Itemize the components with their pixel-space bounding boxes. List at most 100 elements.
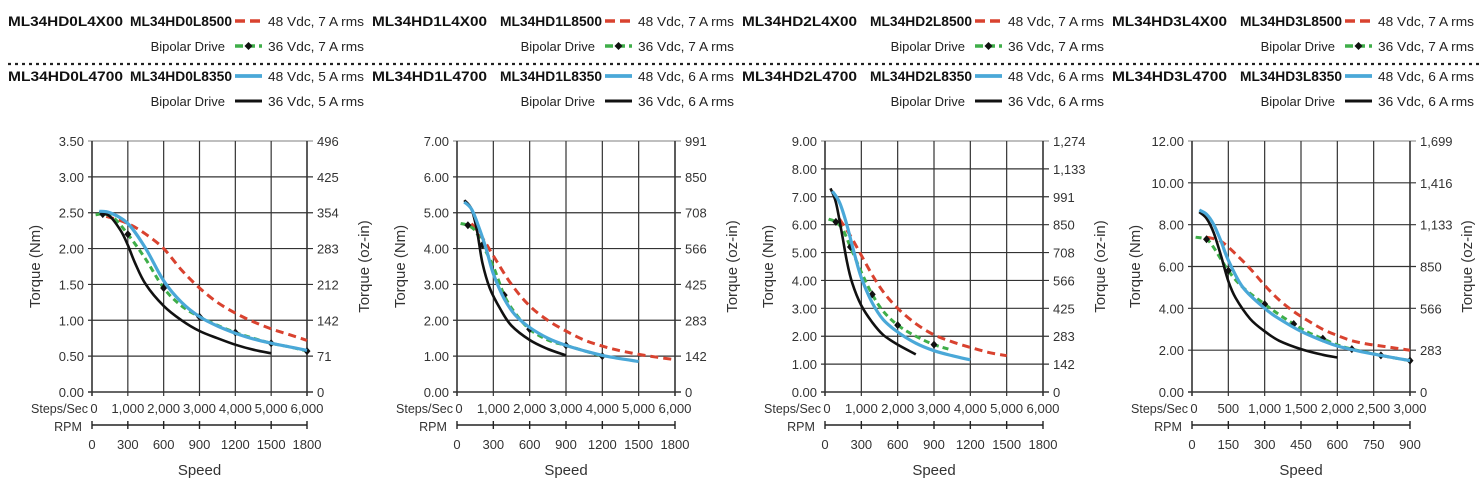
y-tick-label: 7.00 xyxy=(792,190,817,205)
rpm-tick-label: 900 xyxy=(189,437,211,452)
series-group xyxy=(828,187,1007,362)
y2-tick-label: 708 xyxy=(1053,246,1075,261)
y-tick-label: 8.00 xyxy=(792,162,817,177)
torque-speed-chart: ML34HD0L4X00 ML34HD0L8500 Bipolar Drive ML3… xyxy=(8,14,373,479)
legend-drive-label: Bipolar Drive xyxy=(151,39,225,54)
series-line-black xyxy=(829,187,917,356)
y-axis-title: Torque (Nm) xyxy=(27,225,44,308)
x-axis-title: Speed xyxy=(1279,462,1322,479)
y2-tick-label: 1,416 xyxy=(1420,176,1453,191)
legend-model-a: ML34HD3L4700 xyxy=(1112,69,1227,84)
legend: ML34HD0L4X00 ML34HD0L8500 Bipolar Drive ML3… xyxy=(8,14,370,109)
y-tick-label: 4.00 xyxy=(1159,301,1184,316)
y2-tick-label: 1,133 xyxy=(1420,218,1453,233)
y2-tick-label: 354 xyxy=(317,206,339,221)
rpm-tick-label: 300 xyxy=(117,437,139,452)
y-tick-label: 0.50 xyxy=(59,349,84,364)
legend-model-b: ML34HD2L8500 xyxy=(870,14,972,29)
y-axis-title: Torque (Nm) xyxy=(392,225,409,308)
y2-tick-label: 850 xyxy=(1053,218,1075,233)
x-tick-label: 6,000 xyxy=(659,401,692,416)
torque-speed-chart: ML34HD1L4X00 ML34HD1L8500 Bipolar Drive ML3… xyxy=(372,14,741,479)
legend-series-label: 48 Vdc, 5 A rms xyxy=(268,69,365,84)
rpm-tick-label: 600 xyxy=(153,437,175,452)
x-tick-label: 6,000 xyxy=(1027,401,1060,416)
legend-series-label: 36 Vdc, 6 A rms xyxy=(1378,94,1475,109)
y-tick-label: 4.00 xyxy=(424,242,449,257)
x-tick-label: 0 xyxy=(455,401,462,416)
x-tick-label: 5,000 xyxy=(990,401,1023,416)
y-tick-label: 1.00 xyxy=(424,349,449,364)
x-axis-steps-label: Steps/Sec xyxy=(31,402,88,416)
series-group xyxy=(460,199,676,364)
legend: ML34HD1L4X00 ML34HD1L8500 Bipolar Drive ML3… xyxy=(372,14,740,109)
rpm-tick-label: 1800 xyxy=(661,437,690,452)
series-marker-diamond xyxy=(832,217,840,226)
x-axis-steps-label: Steps/Sec xyxy=(764,402,821,416)
series-line-black xyxy=(463,199,567,357)
chart-panel-1: ML34HD0L4X00 ML34HD0L8500 Bipolar Drive ML3… xyxy=(0,0,374,498)
rpm-tick-label: 0 xyxy=(453,437,460,452)
legend-drive-label: Bipolar Drive xyxy=(151,94,225,109)
series-group xyxy=(95,209,311,356)
legend-series-label: 36 Vdc, 7 A rms xyxy=(268,39,365,54)
y-tick-label: 0.00 xyxy=(59,385,84,400)
y-tick-label: 9.00 xyxy=(792,134,817,149)
rpm-tick-label: 0 xyxy=(1188,437,1195,452)
y2-tick-label: 283 xyxy=(317,242,339,257)
y-tick-label: 1.50 xyxy=(59,277,84,292)
legend-diamond-marker xyxy=(984,42,993,50)
rpm-tick-label: 0 xyxy=(821,437,828,452)
y2-tick-label: 142 xyxy=(1053,357,1075,372)
legend-series-label: 48 Vdc, 6 A rms xyxy=(1008,69,1105,84)
y-tick-label: 10.00 xyxy=(1151,176,1184,191)
series-marker-diamond xyxy=(1261,300,1269,309)
series-line-red-dashed xyxy=(105,214,308,342)
x-axis-title: Speed xyxy=(912,462,955,479)
torque-speed-chart: ML34HD2L4X00 ML34HD2L8500 Bipolar Drive ML3… xyxy=(742,14,1110,479)
x-tick-label: 1,000 xyxy=(111,401,144,416)
y2-tick-label: 142 xyxy=(317,313,339,328)
x-tick-label: 0 xyxy=(823,401,830,416)
y-tick-label: 3.00 xyxy=(59,170,84,185)
legend-drive-label: Bipolar Drive xyxy=(1261,94,1335,109)
y2-tick-label: 0 xyxy=(317,385,324,400)
legend-series-label: 36 Vdc, 6 A rms xyxy=(1008,94,1105,109)
rpm-tick-label: 1800 xyxy=(1029,437,1058,452)
legend-model-b: ML34HD3L8500 xyxy=(1240,14,1342,29)
x-tick-label: 1,500 xyxy=(1285,401,1318,416)
y2-tick-label: 708 xyxy=(685,206,707,221)
y-axis-title: Torque (Nm) xyxy=(1127,225,1144,308)
y2-tick-label: 0 xyxy=(685,385,692,400)
series-marker-diamond xyxy=(1203,235,1211,244)
y-tick-label: 2.00 xyxy=(59,242,84,257)
y2-tick-label: 283 xyxy=(685,313,707,328)
x-tick-label: 2,000 xyxy=(147,401,180,416)
legend-drive-label: Bipolar Drive xyxy=(891,94,965,109)
rpm-tick-label: 1200 xyxy=(588,437,617,452)
x-axis-rpm-label: RPM xyxy=(1154,420,1182,434)
y2-tick-label: 1,133 xyxy=(1053,162,1086,177)
rpm-tick-label: 600 xyxy=(887,437,909,452)
legend-model-b: ML34HD0L8350 xyxy=(130,69,232,84)
torque-speed-chart: ML34HD3L4X00 ML34HD3L8500 Bipolar Drive ML3… xyxy=(1112,14,1480,479)
legend-series-label: 48 Vdc, 7 A rms xyxy=(1008,14,1105,29)
y-tick-label: 4.00 xyxy=(792,273,817,288)
y-tick-label: 0.00 xyxy=(1159,385,1184,400)
grid xyxy=(821,140,1049,396)
series-line-blue xyxy=(99,209,308,352)
y2-tick-label: 566 xyxy=(685,242,707,257)
series-marker-diamond xyxy=(1406,356,1414,365)
y2-tick-label: 0 xyxy=(1053,385,1060,400)
x-tick-label: 5,000 xyxy=(255,401,288,416)
x-tick-label: 3,000 xyxy=(918,401,951,416)
x-tick-label: 4,000 xyxy=(954,401,987,416)
rpm-tick-label: 600 xyxy=(519,437,541,452)
legend-series-label: 48 Vdc, 7 A rms xyxy=(1378,14,1475,29)
rpm-tick-label: 1500 xyxy=(992,437,1021,452)
y2-tick-label: 566 xyxy=(1420,301,1442,316)
rpm-tick-label: 450 xyxy=(1290,437,1312,452)
x-tick-label: 4,000 xyxy=(219,401,252,416)
y-tick-label: 2.00 xyxy=(1159,343,1184,358)
legend-diamond-marker xyxy=(1354,42,1363,50)
